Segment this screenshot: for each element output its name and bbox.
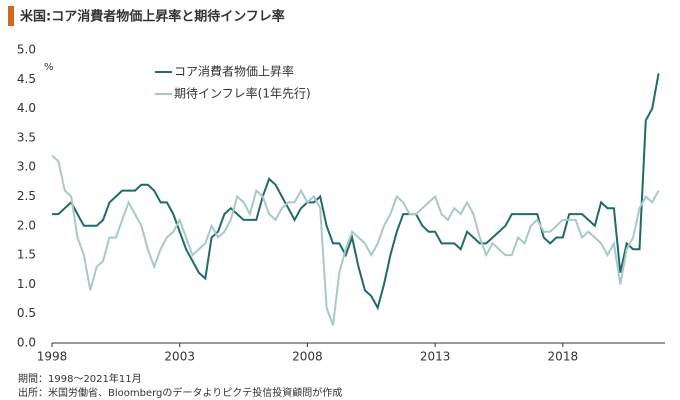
unit-label: % [44, 62, 54, 73]
x-tick-label: 2003 [164, 350, 195, 364]
y-tick-label: 3.0 [17, 160, 36, 174]
note: 出所：米国労働省、Bloombergのデータよりピクテ投信投資顧問が作成 [18, 386, 342, 399]
y-tick-label: 0.0 [17, 336, 36, 350]
series-line [52, 73, 660, 311]
y-tick-label: 5.0 [17, 43, 36, 57]
note: 期間：1998～2021年11月 [18, 372, 142, 385]
x-tick-label: 2018 [548, 350, 579, 364]
y-tick-label: 4.0 [17, 101, 36, 115]
title-marker [8, 6, 14, 26]
y-tick-label: 1.5 [17, 248, 36, 262]
series-line [51, 154, 660, 326]
legend-label: 期待インフレ率(1年先行) [174, 86, 311, 101]
y-tick-label: 3.5 [17, 130, 36, 144]
chart-title: 米国:コア消費者物価上昇率と期待インフレ率 [20, 9, 285, 25]
x-tick-label: 1998 [37, 350, 68, 364]
x-tick-label: 2013 [420, 350, 451, 364]
y-tick-label: 0.5 [17, 306, 36, 320]
y-tick-label: 4.5 [17, 72, 36, 86]
x-tick-label: 2008 [292, 350, 323, 364]
y-tick-label: 2.0 [17, 218, 36, 232]
y-tick-label: 1.0 [17, 277, 36, 291]
legend-label: コア消費者物価上昇率 [174, 64, 294, 79]
y-tick-label: 2.5 [17, 189, 36, 203]
